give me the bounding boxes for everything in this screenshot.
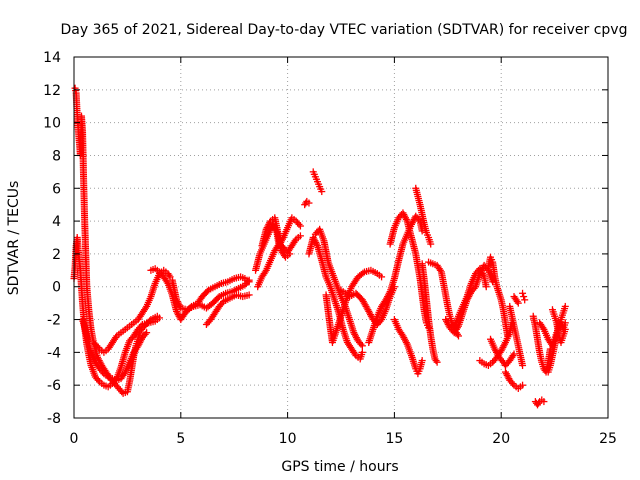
- data-point: [402, 215, 410, 223]
- data-point: [378, 273, 386, 281]
- axes: 0 5 10 15 20 25 -8 -6 -4 -2 0 2 4 6 8 10 12 14: [43, 50, 617, 447]
- data-point: [313, 240, 321, 248]
- chart-title: Day 365 of 2021, Sidereal Day-to-day VTE…: [61, 22, 628, 38]
- data-point: [402, 339, 410, 347]
- data-point: [436, 266, 444, 274]
- y-tick-label: 10: [43, 116, 61, 132]
- data-point: [286, 250, 294, 258]
- data-point: [142, 304, 150, 312]
- data-point: [153, 312, 161, 320]
- data-point: [305, 199, 313, 207]
- data-point: [318, 188, 326, 196]
- data-point: [385, 289, 393, 297]
- data-point: [357, 340, 365, 348]
- data-point: [482, 283, 490, 291]
- data-point: [245, 276, 253, 284]
- data-point: [483, 265, 491, 273]
- data-point: [470, 284, 478, 292]
- data-marks: [70, 84, 569, 409]
- y-tick-label: -8: [47, 411, 61, 427]
- data-point: [561, 325, 569, 333]
- x-tick-label: 5: [176, 431, 185, 447]
- data-point: [521, 296, 529, 304]
- x-axis-label: GPS time / hours: [281, 459, 398, 475]
- data-point: [535, 399, 543, 407]
- data-point: [509, 380, 517, 388]
- data-point: [120, 370, 128, 378]
- data-point: [539, 324, 547, 332]
- y-axis-label: SDTVAR / TECUs: [6, 181, 22, 296]
- data-point: [433, 358, 441, 366]
- data-point: [540, 398, 548, 406]
- y-tick-label: 14: [43, 50, 61, 66]
- data-point: [244, 278, 252, 286]
- plot-frame: [73, 56, 609, 419]
- data-point: [561, 319, 569, 327]
- data-point: [218, 299, 226, 307]
- x-tick-label: 20: [492, 431, 510, 447]
- y-tick-label: 2: [52, 247, 61, 263]
- data-point: [291, 237, 299, 245]
- data-point: [454, 332, 462, 340]
- data-point: [94, 343, 102, 351]
- data-point: [519, 289, 527, 297]
- y-tick-label: 12: [43, 83, 61, 99]
- y-tick-label: -6: [47, 378, 61, 394]
- y-tick-label: 8: [52, 148, 61, 164]
- data-point: [376, 317, 384, 325]
- data-point: [561, 302, 569, 310]
- data-point: [266, 219, 274, 227]
- x-tick-label: 10: [279, 431, 297, 447]
- data-point: [261, 268, 269, 276]
- data-point: [359, 269, 367, 277]
- data-point: [98, 368, 106, 376]
- x-tick-label: 0: [70, 431, 79, 447]
- data-point: [519, 361, 527, 369]
- grid: [74, 57, 608, 418]
- data-point: [296, 232, 304, 240]
- data-point: [143, 329, 151, 337]
- data-point: [112, 334, 120, 342]
- data-point: [520, 293, 528, 301]
- data-point: [432, 357, 440, 365]
- data-point: [510, 350, 518, 358]
- data-point: [427, 240, 435, 248]
- data-point: [141, 330, 149, 338]
- y-tick-label: 6: [52, 181, 61, 197]
- data-point: [351, 350, 359, 358]
- y-tick-label: -2: [47, 313, 61, 329]
- x-tick-label: 25: [599, 431, 617, 447]
- data-point: [509, 352, 517, 360]
- data-point: [94, 376, 102, 384]
- data-point: [245, 291, 253, 299]
- y-tick-label: -4: [47, 345, 61, 361]
- data-point: [513, 297, 521, 305]
- data-point: [501, 340, 509, 348]
- data-point: [514, 299, 522, 307]
- data-point: [358, 342, 366, 350]
- data-point: [295, 220, 303, 228]
- data-point: [165, 271, 173, 279]
- data-point: [358, 348, 366, 356]
- y-tick-label: 4: [52, 214, 61, 230]
- data-point: [296, 222, 304, 230]
- data-point: [479, 271, 487, 279]
- data-point: [418, 357, 426, 365]
- y-tick-label: 0: [52, 280, 61, 296]
- data-point: [415, 215, 423, 223]
- data-point: [519, 381, 527, 389]
- x-tick-label: 15: [385, 431, 403, 447]
